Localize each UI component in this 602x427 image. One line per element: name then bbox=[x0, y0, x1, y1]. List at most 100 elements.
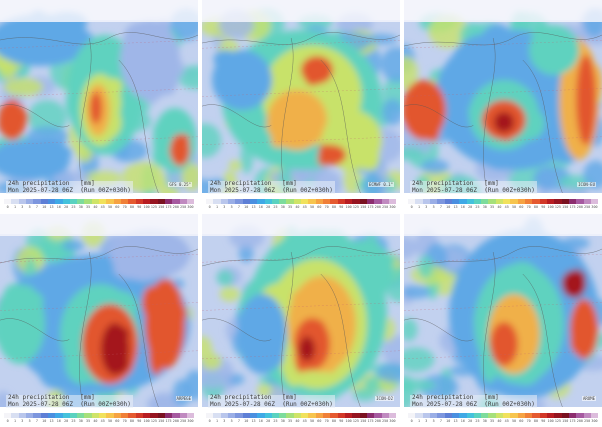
colour-scale-ticks: 0 1 3 5 7 10 13 16 20 25 30 35 40 45 50 60 70 80 90 100 125 1… bbox=[4, 419, 194, 423]
colour-scale-swatch bbox=[279, 199, 287, 204]
colour-scale-tick: 300 bbox=[389, 419, 396, 423]
precipitation-map bbox=[404, 0, 602, 193]
colour-scale-swatch bbox=[359, 413, 367, 418]
colour-scale-swatch bbox=[220, 199, 228, 204]
caption-valid-time: Mon 2025-07-28 06Z (Run 00Z+030h) bbox=[412, 186, 535, 194]
panel-caption: 24h precipitation [mm] Mon 2025-07-28 06Z… bbox=[410, 180, 537, 195]
colour-scale-swatch bbox=[359, 199, 367, 204]
colour-scale-swatch bbox=[249, 199, 258, 204]
colour-scale-tick: 150 bbox=[360, 419, 367, 423]
colour-scale-tick: 3 bbox=[223, 205, 226, 209]
colour-scale-tick: 125 bbox=[150, 419, 157, 423]
colour-scale-tick: 100 bbox=[143, 419, 150, 423]
colour-scale-tick: 125 bbox=[150, 205, 157, 209]
colour-scale-swatch bbox=[157, 199, 165, 204]
colour-scale-tick: 5 bbox=[432, 419, 435, 423]
colour-scale-tick: 35 bbox=[86, 205, 91, 209]
colour-scale-tick: 300 bbox=[187, 205, 194, 209]
colour-scale-tick: 30 bbox=[482, 419, 487, 423]
colour-scale-swatch bbox=[227, 199, 236, 204]
colour-scale-tick: 250 bbox=[180, 419, 187, 423]
colour-scale-tick: 200 bbox=[374, 205, 381, 209]
colour-scale-tick: 175 bbox=[165, 419, 172, 423]
colour-scale-tick: 300 bbox=[389, 205, 396, 209]
colour-scale-swatch bbox=[33, 413, 41, 418]
colour-scale-tick: 250 bbox=[382, 419, 389, 423]
colour-scale-tick: 200 bbox=[576, 205, 583, 209]
colour-scale-tick: 30 bbox=[78, 419, 83, 423]
colour-scale-tick: 1 bbox=[13, 419, 16, 423]
colour-scale-swatch bbox=[172, 199, 180, 204]
colour-scale-swatch bbox=[106, 199, 114, 204]
caption-valid-time: Mon 2025-07-28 06Z (Run 00Z+030h) bbox=[412, 400, 535, 408]
colour-scale-swatch bbox=[47, 413, 56, 418]
colour-scale-tick: 40 bbox=[93, 419, 98, 423]
colour-scale-swatch bbox=[150, 199, 158, 204]
colour-scale-tick: 200 bbox=[576, 419, 583, 423]
colour-scale-tick: 20 bbox=[468, 419, 473, 423]
colour-scale-tick: 70 bbox=[122, 419, 127, 423]
colour-scale-swatch bbox=[429, 199, 438, 204]
colour-scale-tick: 0 bbox=[208, 419, 211, 423]
colour-scale-swatch bbox=[495, 413, 504, 418]
colour-scale-tick: 125 bbox=[352, 205, 359, 209]
colour-scale-swatch bbox=[271, 199, 280, 204]
caption-valid-time: Mon 2025-07-28 06Z (Run 00Z+030h) bbox=[210, 186, 333, 194]
colour-scale-swatch bbox=[481, 413, 489, 418]
colour-scale-swatch bbox=[121, 199, 129, 204]
colour-scale-tick: 25 bbox=[475, 205, 480, 209]
colour-scale-tick: 60 bbox=[317, 419, 322, 423]
colour-scale-swatch bbox=[99, 413, 107, 418]
colour-scale-swatch bbox=[459, 413, 467, 418]
colour-scale-swatch bbox=[301, 413, 309, 418]
colour-scale-tick: 45 bbox=[302, 419, 307, 423]
colour-scale-swatch bbox=[381, 199, 389, 204]
colour-scale-swatch bbox=[179, 413, 187, 418]
colour-scale-swatch bbox=[429, 413, 438, 418]
colour-scale-tick: 13 bbox=[453, 419, 458, 423]
colour-scale-ticks: 0 1 3 5 7 10 13 16 20 25 30 35 40 45 50 60 70 80 90 100 125 1… bbox=[4, 205, 194, 209]
colour-scale-tick: 100 bbox=[345, 205, 352, 209]
colour-scale-swatch bbox=[213, 199, 221, 204]
colour-scale-swatch bbox=[40, 413, 48, 418]
colour-scale-tick: 70 bbox=[122, 205, 127, 209]
colour-scale-tick: 90 bbox=[339, 205, 344, 209]
colour-scale-swatch bbox=[257, 413, 265, 418]
colour-scale-tick: 125 bbox=[554, 205, 561, 209]
colour-scale-swatch bbox=[308, 413, 316, 418]
colour-scale-tick: 5 bbox=[230, 205, 233, 209]
colour-scale-tick: 3 bbox=[223, 419, 226, 423]
panel-caption: 24h precipitation [mm] Mon 2025-07-28 06Z… bbox=[6, 394, 133, 409]
colour-scale-tick: 60 bbox=[317, 205, 322, 209]
colour-scale-swatch bbox=[4, 199, 12, 204]
colour-scale-swatch bbox=[257, 199, 265, 204]
colour-scale-tick: 100 bbox=[547, 419, 554, 423]
colour-scale-tick: 250 bbox=[584, 205, 591, 209]
colour-scale-tick: 10 bbox=[244, 419, 249, 423]
colour-scale-swatch bbox=[55, 413, 63, 418]
colour-scale-swatch bbox=[99, 199, 107, 204]
colour-scale-swatch bbox=[422, 199, 430, 204]
colour-scale-swatch bbox=[568, 199, 577, 204]
colour-scale-swatch bbox=[242, 413, 250, 418]
colour-scale-swatch bbox=[4, 413, 12, 418]
colour-scale-tick: 90 bbox=[541, 419, 546, 423]
colour-scale-tick: 13 bbox=[49, 419, 54, 423]
colour-scale-swatch bbox=[408, 199, 416, 204]
colour-scale-tick: 150 bbox=[562, 419, 569, 423]
colour-scale-tick: 1 bbox=[417, 205, 420, 209]
colour-scale-tick: 70 bbox=[526, 419, 531, 423]
colour-scale-tick: 50 bbox=[511, 419, 517, 423]
colour-scale-tick: 100 bbox=[547, 205, 554, 209]
colour-scale-swatch bbox=[264, 413, 272, 418]
colour-scale-tick: 5 bbox=[432, 205, 435, 209]
colour-scale-swatch bbox=[40, 199, 48, 204]
colour-scale-tick: 10 bbox=[42, 419, 47, 423]
colour-scale-swatch bbox=[164, 413, 173, 418]
colour-scale-swatch bbox=[488, 199, 496, 204]
colour-scale-swatch bbox=[323, 413, 331, 418]
colour-scale-swatch bbox=[437, 413, 445, 418]
map-panel: 24h precipitation [mm] Mon 2025-07-28 06Z… bbox=[0, 214, 198, 425]
colour-scale-tick: 0 bbox=[6, 205, 9, 209]
colour-scale-tick: 45 bbox=[504, 205, 509, 209]
